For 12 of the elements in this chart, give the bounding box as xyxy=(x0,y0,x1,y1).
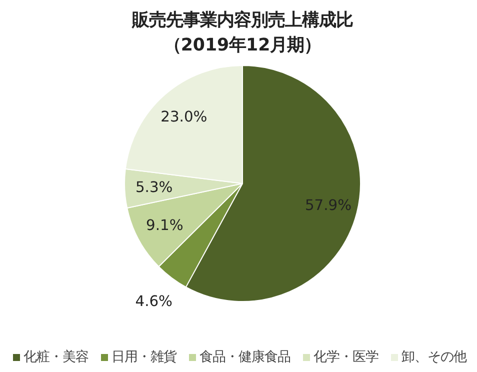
chart-subtitle: （2019年12月期） xyxy=(164,36,322,56)
legend-label: 化学・医学 xyxy=(314,349,378,366)
data-label: 57.9% xyxy=(304,196,352,214)
data-label: 23.0% xyxy=(160,108,208,126)
legend-label: 日用・雑貨 xyxy=(112,349,176,366)
data-label: 5.3% xyxy=(135,178,173,196)
legend-label: 化粧・美容 xyxy=(24,348,88,366)
legend-label: 卸、その他 xyxy=(402,349,466,366)
chart-title: 販売先事業内容別売上構成比 xyxy=(131,10,353,30)
data-label: 4.6% xyxy=(135,292,173,310)
data-label: 9.1% xyxy=(146,217,184,234)
legend-label: 食品・健康食品 xyxy=(200,348,290,366)
